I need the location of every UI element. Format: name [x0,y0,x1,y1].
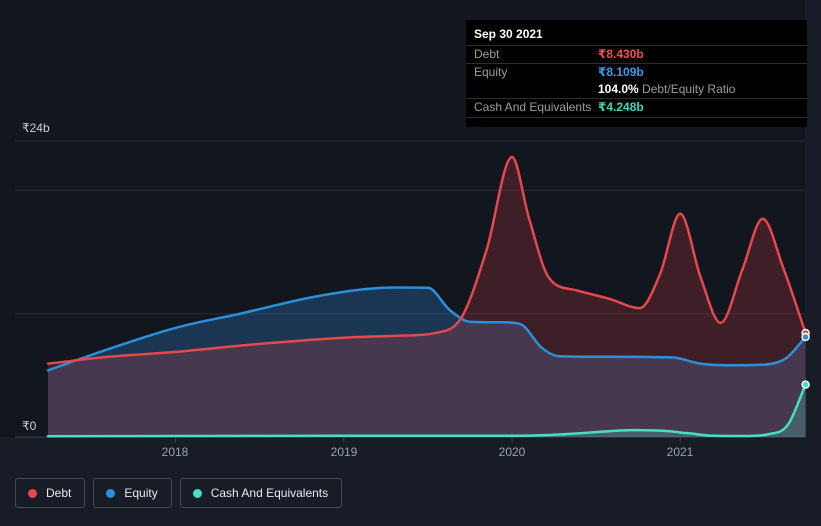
equity-area [48,287,806,437]
tooltip-row-debt: Debt ₹8.430b [466,45,807,63]
legend-dot-icon [28,488,37,498]
equity-line [46,286,807,372]
legend-label: Equity [124,486,158,500]
y-axis-zero-label: ₹0 [22,419,37,433]
tooltip-ratio-value: 104.0% [598,82,639,96]
legend-item-debt[interactable]: Debt [15,478,86,508]
tooltip-row-cash: Cash And Equivalents ₹4.248b [466,98,807,118]
x-axis-label-2021: 2021 [666,445,694,459]
x-axis-label-2019: 2019 [330,445,358,459]
cash-endpoint-marker [801,380,810,389]
legend-label: Cash And Equivalents [210,486,329,500]
legend-dot-icon [192,488,202,498]
x-axis-label-2018: 2018 [161,445,189,459]
y-axis-max-label: ₹24b [22,121,50,135]
legend-item-cash-and-equivalents[interactable]: Cash And Equivalents [179,478,343,508]
equity-endpoint-marker [801,332,810,342]
legend-item-equity[interactable]: Equity [93,478,172,508]
debt-line [46,155,807,365]
tooltip-debt-value: ₹8.430b [598,47,644,61]
tooltip-equity-value: ₹8.109b [598,65,644,79]
debt-area [48,157,806,437]
tooltip-row-ratio: 104.0% Debt/Equity Ratio [466,81,807,98]
cash-line [46,383,807,438]
tooltip-debt-label: Debt [474,47,500,61]
tooltip-equity-label: Equity [474,65,508,79]
chart-legend: Debt Equity Cash And Equivalents [15,478,343,508]
chart-tooltip: Sep 30 2021 Debt ₹8.430b Equity ₹8.109b … [466,20,807,127]
tooltip-date: Sep 30 2021 [474,27,543,41]
tooltip-cash-label: Cash And Equivalents [474,100,592,114]
tooltip-row-equity: Equity ₹8.109b [466,63,807,81]
tooltip-cash-value: ₹4.248b [598,100,644,114]
x-axis-label-2020: 2020 [498,445,526,459]
tooltip-ratio-label: Debt/Equity Ratio [642,82,736,96]
legend-label: Debt [46,486,72,500]
legend-dot-icon [106,488,116,498]
